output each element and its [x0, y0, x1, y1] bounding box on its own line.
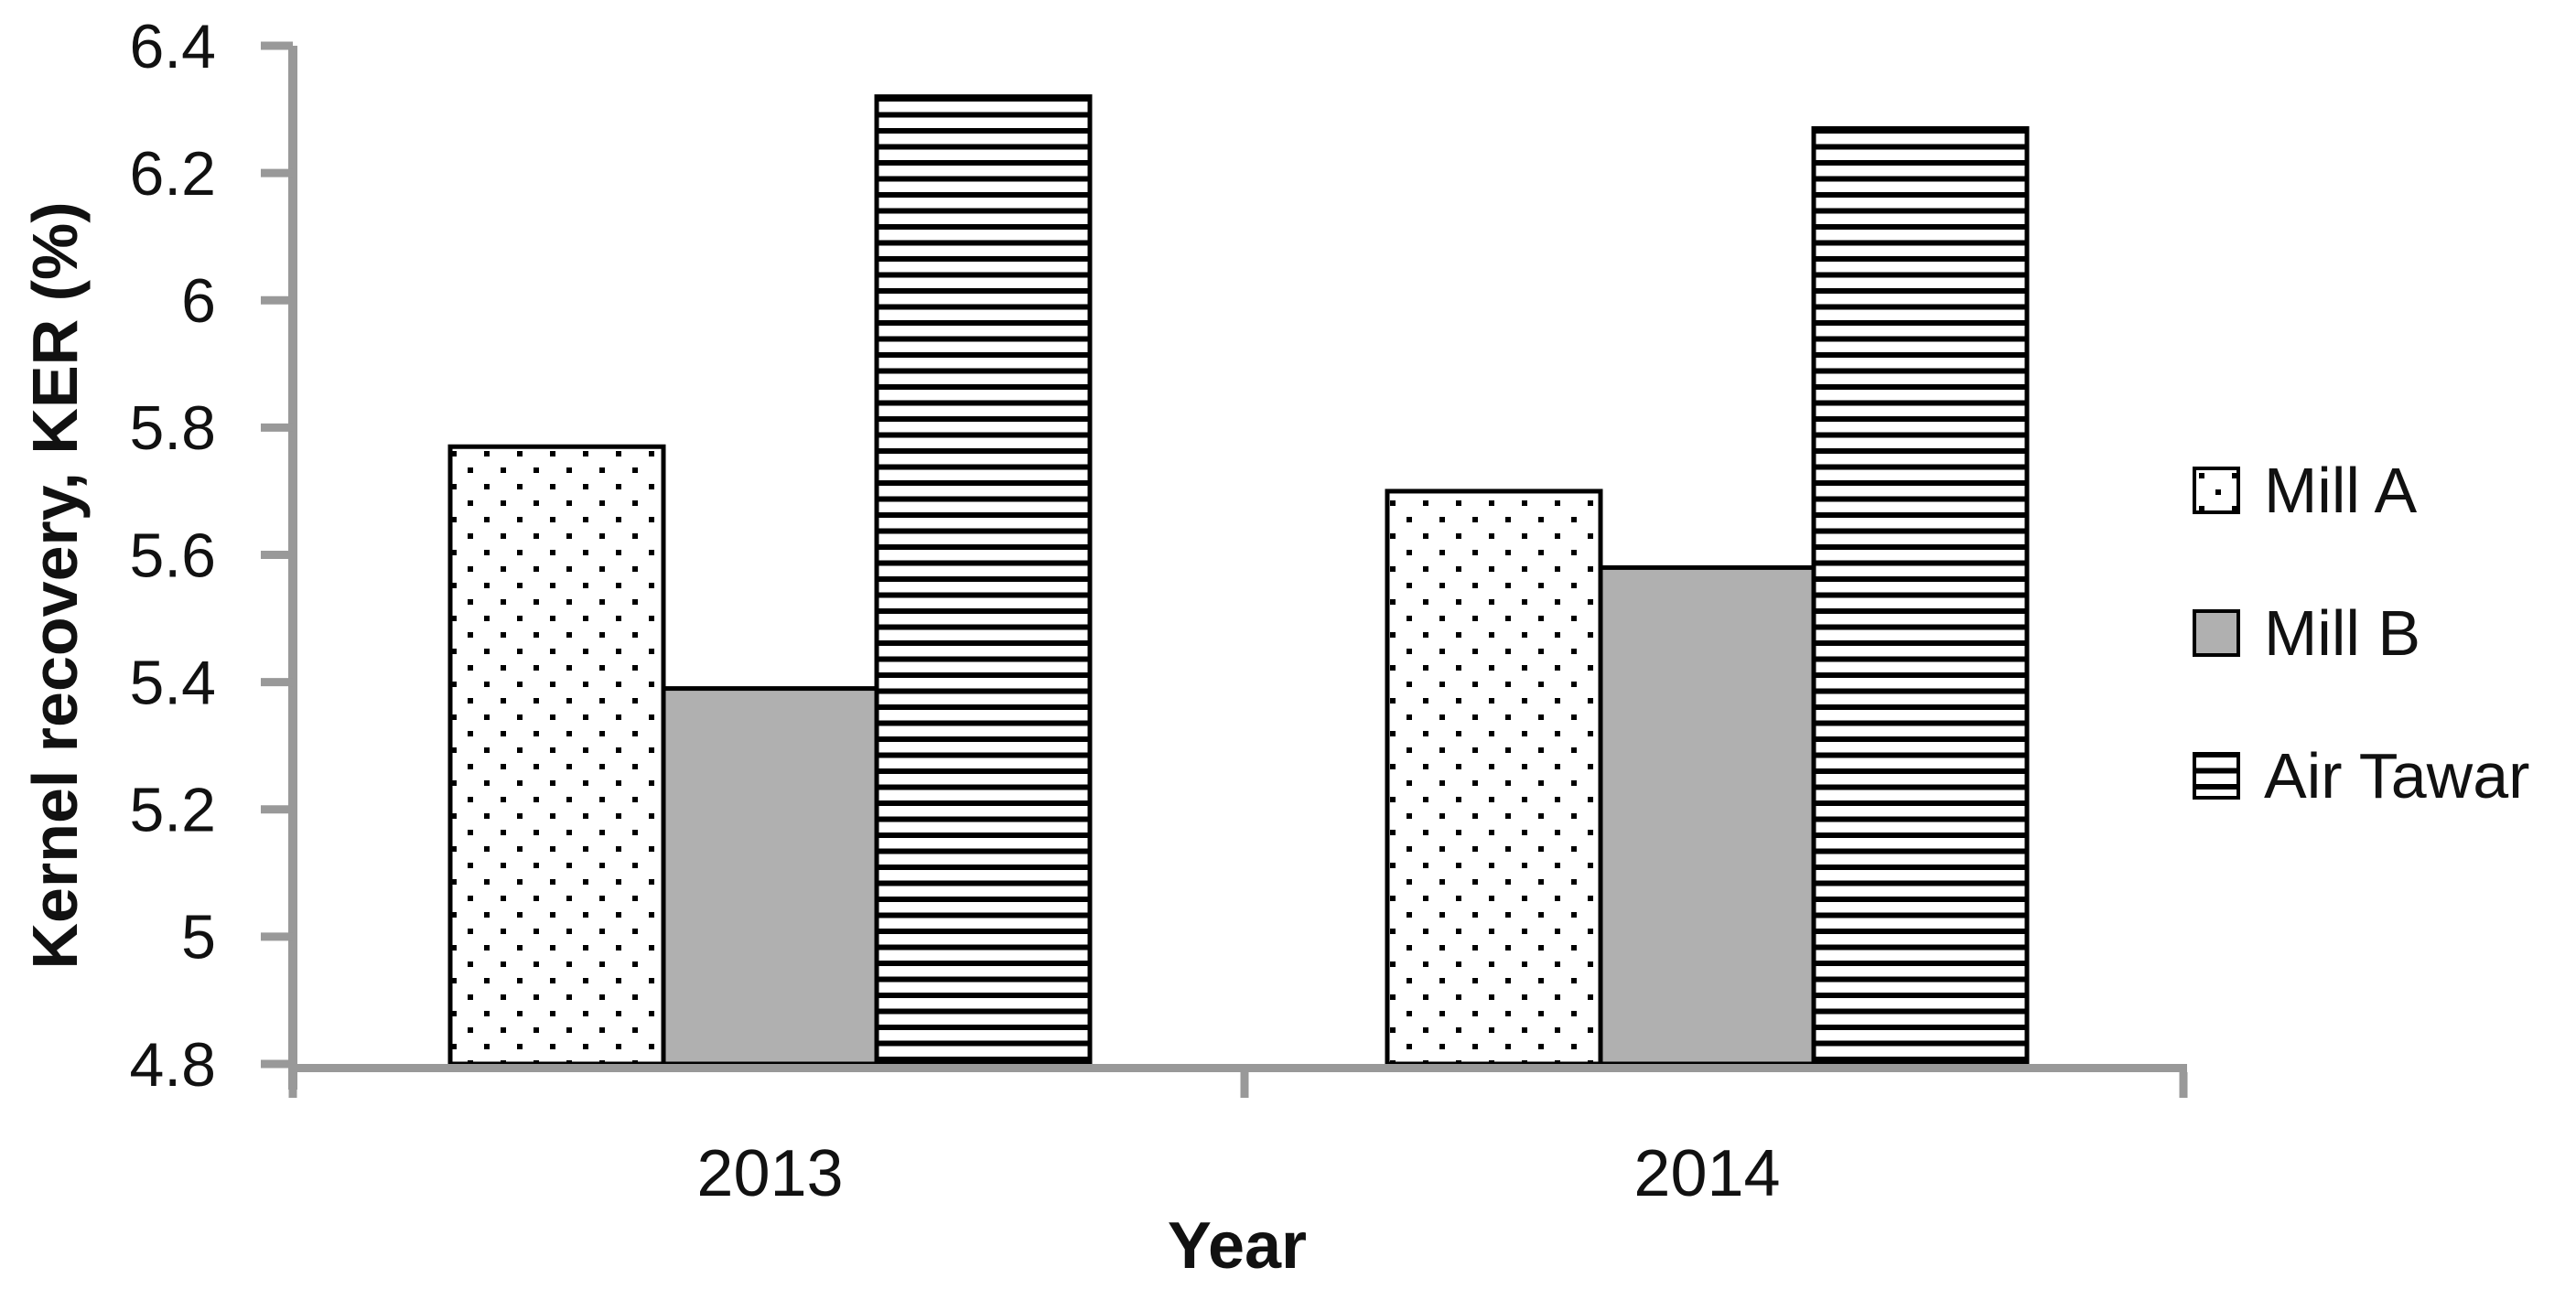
y-tick-label-5.8: 5.8: [129, 393, 216, 463]
bar-air-tawar-2013: [874, 94, 1093, 1067]
legend-label: Mill A: [2264, 455, 2418, 526]
x-axis-title: Year: [1167, 1209, 1308, 1283]
x-category-label-2013: 2013: [696, 1137, 843, 1210]
y-tick-label-5.4: 5.4: [129, 648, 216, 717]
bar-air-tawar-2014: [1811, 125, 2030, 1067]
y-tick-label-6.2: 6.2: [129, 139, 216, 209]
legend-swatch-hlines-icon: [2193, 752, 2240, 800]
bar-mill-a-2014: [1385, 489, 1603, 1067]
y-axis-title: Kernel recovery, KER (%): [19, 201, 91, 970]
y-tick-label-5: 5: [181, 903, 216, 972]
legend-swatch-gray-icon: [2193, 609, 2240, 657]
legend-label: Air Tawar: [2264, 740, 2530, 811]
legend-item-mill-a: Mill A: [2193, 455, 2417, 526]
y-tick-label-6: 6: [181, 266, 216, 336]
x-category-label-2014: 2014: [1633, 1137, 1780, 1210]
bar-mill-a-2013: [447, 444, 666, 1067]
y-tick-label-4.8: 4.8: [129, 1030, 216, 1100]
y-tick-label-5.2: 5.2: [129, 776, 216, 845]
y-tick-label-5.6: 5.6: [129, 521, 216, 590]
y-tick-label-6.4: 6.4: [129, 12, 216, 81]
legend-swatch-dots-icon: [2193, 467, 2240, 514]
bar-mill-b-2013: [661, 686, 879, 1067]
bar-mill-b-2014: [1598, 564, 1816, 1067]
legend-item-air-tawar: Air Tawar: [2193, 740, 2529, 811]
legend-label: Mill B: [2264, 597, 2421, 669]
legend-item-mill-b: Mill B: [2193, 597, 2420, 669]
